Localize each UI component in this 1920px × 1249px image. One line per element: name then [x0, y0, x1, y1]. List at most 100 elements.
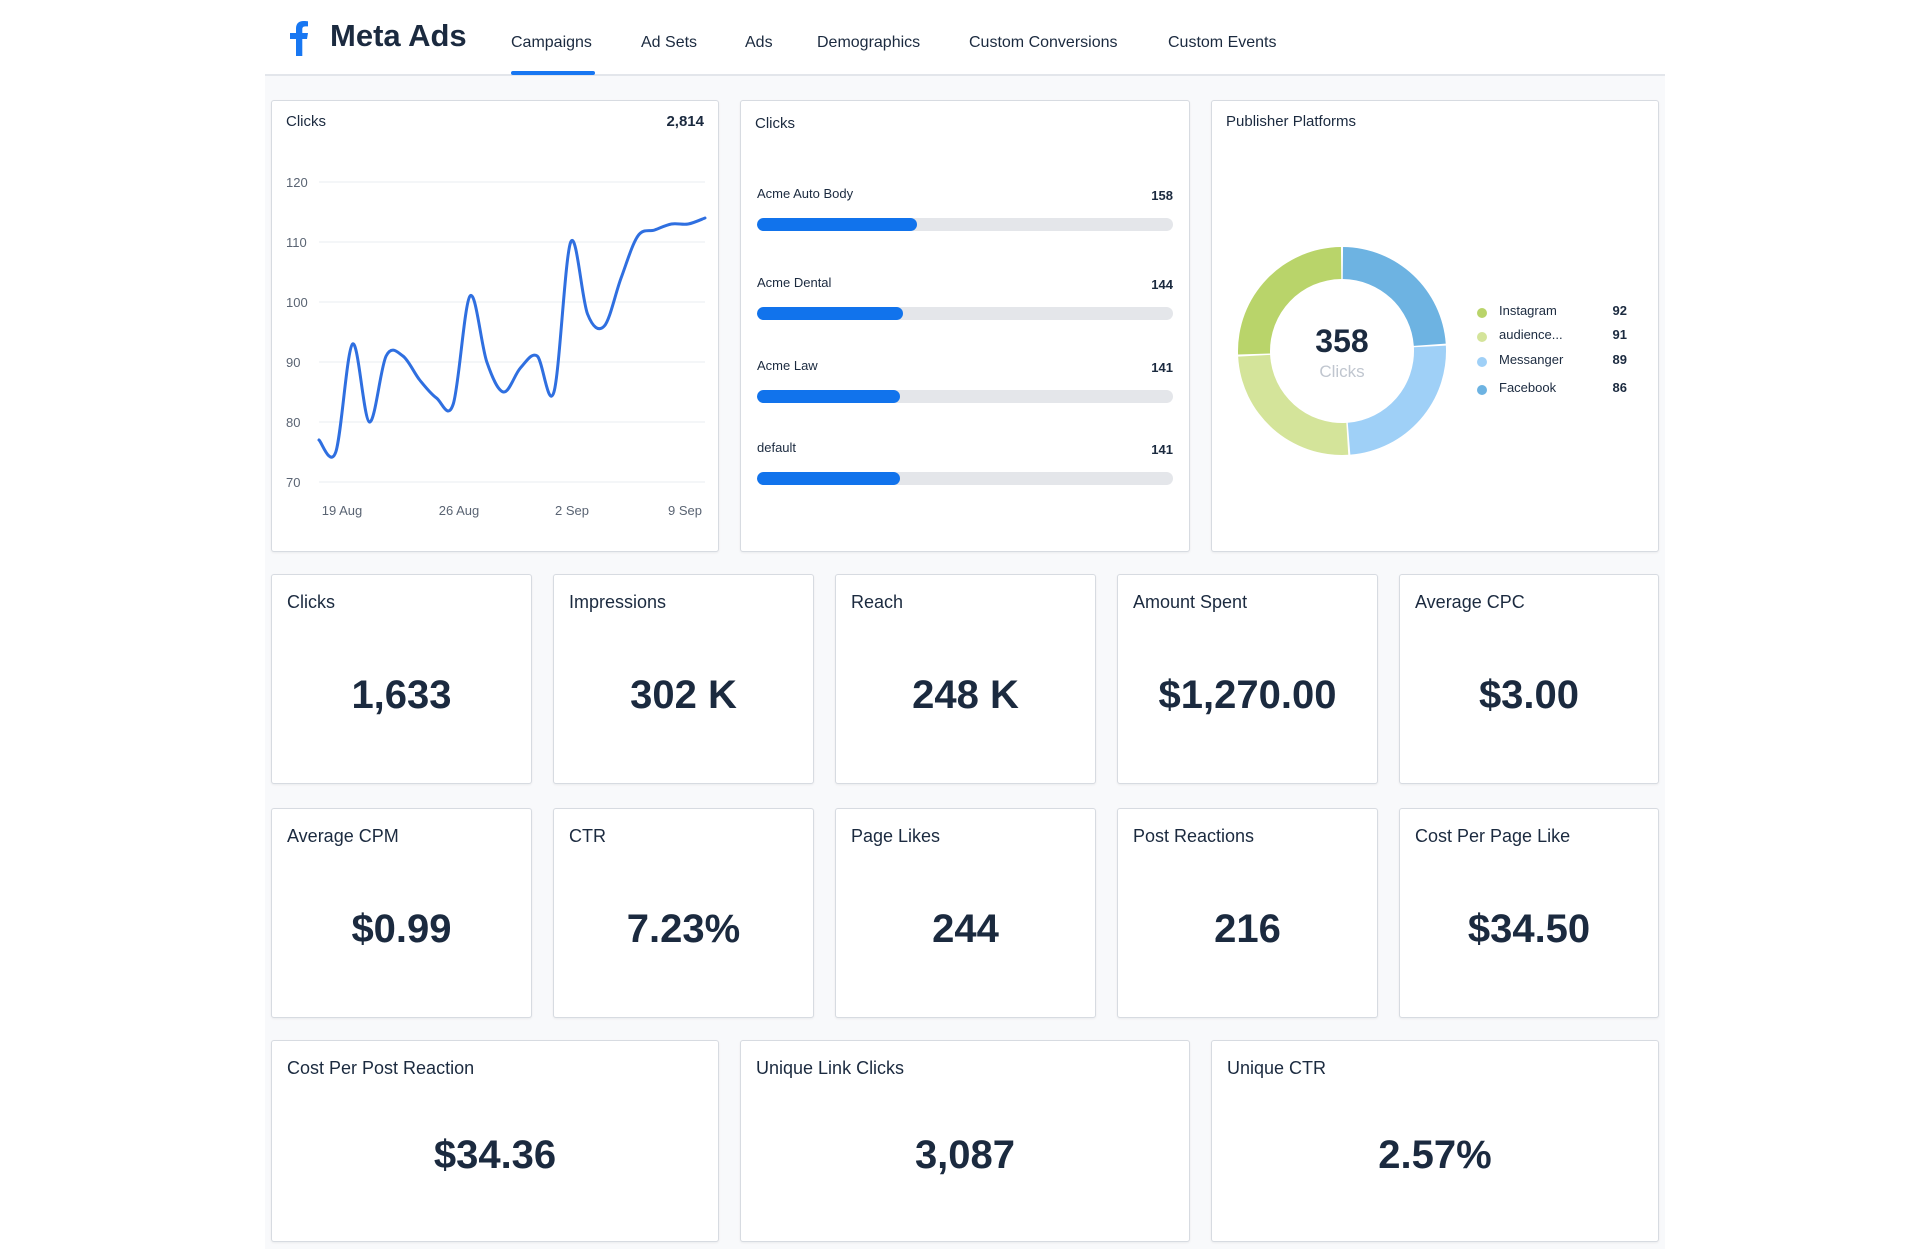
y-tick-label: 100 [286, 295, 308, 310]
tab-custom-conversions[interactable]: Custom Conversions [969, 34, 1118, 51]
y-tick-label: 110 [286, 235, 307, 250]
kpi-card-average-cpm: Average CPM $0.99 [271, 808, 532, 1018]
bar-fill [757, 390, 901, 403]
card-total: 2,814 [666, 113, 704, 130]
bar-value: 141 [1151, 442, 1173, 457]
x-tick-label: 26 Aug [439, 503, 480, 518]
kpi-value: 248 K [912, 673, 1019, 717]
legend-value: 92 [1612, 303, 1627, 318]
kpi-value: $0.99 [351, 907, 452, 951]
donut-total: 358 [1315, 323, 1369, 359]
kpi-card-unique-ctr: Unique CTR 2.57% [1211, 1040, 1659, 1242]
kpi-title: Unique CTR [1227, 1058, 1327, 1078]
kpi-card-page-likes: Page Likes 244 [835, 808, 1096, 1018]
kpi-title: Reach [851, 592, 904, 612]
bar-value: 144 [1151, 277, 1173, 292]
legend-dot [1477, 357, 1487, 367]
bar-track [757, 307, 1173, 320]
donut-total-label: Clicks [1319, 362, 1365, 381]
kpi-value: 302 K [630, 673, 737, 717]
bar-track [757, 472, 1173, 485]
kpi-card-cost-per-page-like: Cost Per Page Like $34.50 [1399, 808, 1659, 1018]
kpi-value: 2.57% [1378, 1133, 1492, 1177]
bar-fill [757, 307, 904, 320]
card-title: Clicks [286, 113, 326, 130]
kpi-title: Cost Per Post Reaction [287, 1058, 475, 1078]
clicks-series-line [317, 216, 707, 459]
clicks-line-chart: 120 110 100 90 80 70 19 Aug 26 Aug 2 Sep 9 Sep [286, 175, 707, 518]
donut-slice [1238, 247, 1342, 355]
active-tab-indicator [511, 71, 595, 75]
kpi-card-ctr: CTR 7.23% [553, 808, 814, 1018]
kpi-title: Unique Link Clicks [756, 1058, 905, 1078]
legend-label: Instagram [1499, 303, 1557, 318]
kpi-title: Impressions [569, 592, 667, 612]
legend-item: audience... 91 [1477, 327, 1627, 347]
card-title: Publisher Platforms [1226, 113, 1357, 130]
kpi-title: Clicks [287, 592, 335, 612]
tab-ads[interactable]: Ads [745, 34, 773, 51]
publisher-platforms-card: Publisher Platforms 358 Clicks Instagram… [1211, 100, 1659, 552]
bar-track [757, 390, 1173, 403]
bar-label: Acme Dental [757, 275, 832, 290]
kpi-title: Cost Per Page Like [1415, 826, 1571, 846]
y-tick-label: 70 [286, 475, 300, 490]
bar-fill [757, 218, 918, 231]
kpi-card-unique-link-clicks: Unique Link Clicks 3,087 [740, 1040, 1190, 1242]
tab-campaigns[interactable]: Campaigns [511, 34, 592, 51]
x-tick-label: 9 Sep [668, 503, 702, 518]
kpi-value: $1,270.00 [1158, 673, 1337, 717]
kpi-value: $34.50 [1467, 907, 1591, 951]
legend-dot [1477, 385, 1487, 395]
app-title: Meta Ads [330, 18, 467, 53]
y-tick-label: 120 [286, 175, 308, 190]
kpi-card-impressions: Impressions 302 K [553, 574, 814, 784]
donut-slice [1347, 345, 1446, 455]
donut-slice [1238, 354, 1349, 455]
tab-demographics[interactable]: Demographics [817, 34, 921, 51]
publisher-donut-chart [1238, 247, 1446, 455]
legend-value: 91 [1612, 327, 1627, 342]
legend-value: 89 [1612, 352, 1627, 367]
kpi-value: 3,087 [914, 1133, 1016, 1177]
bar-value: 158 [1151, 188, 1173, 203]
tab-custom-events[interactable]: Custom Events [1168, 34, 1277, 51]
kpi-value: 7.23% [626, 907, 741, 951]
kpi-value: $34.36 [433, 1133, 557, 1177]
y-tick-label: 80 [286, 415, 300, 430]
legend-value: 86 [1612, 380, 1627, 395]
kpi-card-average-cpc: Average CPC $3.00 [1399, 574, 1659, 784]
kpi-value: 244 [932, 907, 999, 951]
kpi-card-reach: Reach 248 K [835, 574, 1096, 784]
kpi-title: Amount Spent [1133, 592, 1248, 612]
kpi-title: Average CPM [287, 826, 399, 846]
facebook-logo-icon [287, 20, 313, 56]
legend-item: Messanger 89 [1477, 352, 1627, 372]
kpi-title: Page Likes [851, 826, 941, 846]
kpi-title: Average CPC [1415, 592, 1525, 612]
legend-label: Facebook [1499, 380, 1557, 395]
kpi-card-cost-per-post-reaction: Cost Per Post Reaction $34.36 [271, 1040, 719, 1242]
x-tick-label: 2 Sep [555, 503, 589, 518]
kpi-card-clicks: Clicks 1,633 [271, 574, 532, 784]
clicks-bar-chart-card: Clicks Acme Auto Body 158 Acme Dental 14… [740, 100, 1190, 552]
bar-value: 141 [1151, 360, 1173, 375]
donut-slice [1342, 247, 1446, 346]
legend-dot [1477, 308, 1487, 318]
legend-item: Facebook 86 [1477, 380, 1627, 400]
kpi-title: Post Reactions [1133, 826, 1255, 846]
top-navigation-bar: Meta Ads Campaigns Ad Sets Ads Demograph… [265, 0, 1665, 76]
kpi-value: $3.00 [1478, 673, 1580, 717]
clicks-line-chart-card: Clicks 2,814 120 110 100 90 80 70 19 Aug 26 Aug… [271, 100, 719, 552]
kpi-card-post-reactions: Post Reactions 216 [1117, 808, 1378, 1018]
tab-ad-sets[interactable]: Ad Sets [641, 34, 698, 51]
bar-label: Acme Law [757, 358, 818, 373]
bar-label: default [757, 440, 797, 455]
bar-track [757, 218, 1173, 231]
legend-label: audience... [1499, 327, 1563, 342]
legend-dot [1477, 332, 1487, 342]
kpi-card-amount-spent: Amount Spent $1,270.00 [1117, 574, 1378, 784]
bar-fill [757, 472, 901, 485]
donut-center: 358 Clicks [1282, 323, 1402, 382]
y-tick-label: 90 [286, 355, 300, 370]
